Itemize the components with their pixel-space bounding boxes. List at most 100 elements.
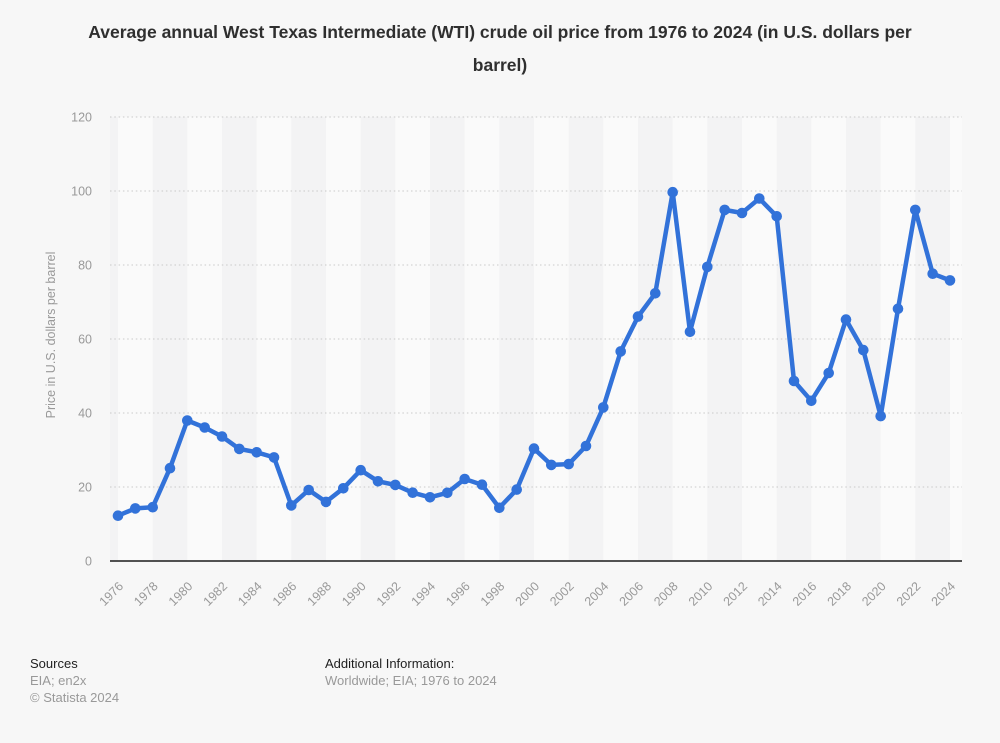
data-point-marker[interactable] <box>788 375 800 387</box>
data-point-marker[interactable] <box>858 344 869 356</box>
data-point-marker[interactable] <box>424 492 436 503</box>
data-point-marker[interactable] <box>182 415 193 426</box>
x-axis-tick-label: 2002 <box>547 579 577 609</box>
band <box>534 117 569 561</box>
band <box>110 117 118 561</box>
x-axis-tick-label: 2018 <box>825 579 855 609</box>
y-axis-tick-label: 0 <box>85 555 92 569</box>
sources-block: Sources EIA; en2x © Statista 2024 <box>30 655 119 706</box>
data-point-marker[interactable] <box>147 501 158 513</box>
x-axis-tick-label: 1996 <box>443 579 473 609</box>
data-point-marker[interactable] <box>754 193 765 204</box>
y-axis-tick-label: 120 <box>71 111 92 125</box>
x-axis-tick-label: 1980 <box>166 579 196 609</box>
x-axis-tick-label: 2020 <box>859 579 889 609</box>
y-axis-title: Price in U.S. dollars per barrel <box>44 252 58 419</box>
y-axis-tick-labels: 0 20 40 60 80 100 120 <box>71 111 92 569</box>
data-point-marker[interactable] <box>303 484 315 496</box>
x-axis-tick-label: 2014 <box>755 579 785 609</box>
data-point-marker[interactable] <box>684 326 696 338</box>
y-axis-tick-label: 100 <box>71 185 92 199</box>
band <box>950 117 962 561</box>
x-axis-tick-label: 2006 <box>617 579 647 609</box>
data-point-marker[interactable] <box>719 204 730 216</box>
data-point-marker[interactable] <box>598 402 609 413</box>
x-axis-tick-label: 2000 <box>513 579 543 609</box>
x-axis-tick-label: 2004 <box>582 579 612 609</box>
x-axis-tick-label: 2012 <box>721 579 751 609</box>
data-point-marker[interactable] <box>476 479 488 491</box>
y-axis-tick-label: 40 <box>78 407 92 421</box>
data-point-marker[interactable] <box>927 268 938 279</box>
data-point-marker[interactable] <box>736 207 748 219</box>
data-point-marker[interactable] <box>286 500 297 511</box>
data-point-marker[interactable] <box>615 346 626 357</box>
data-point-marker[interactable] <box>459 473 471 485</box>
x-axis-tick-label: 1992 <box>374 579 404 609</box>
y-axis-tick-label: 20 <box>78 481 92 495</box>
data-point-marker[interactable] <box>580 440 592 452</box>
data-point-marker[interactable] <box>164 462 176 474</box>
data-point-marker[interactable] <box>546 459 557 471</box>
x-axis-tick-label: 2008 <box>651 579 681 609</box>
data-point-marker[interactable] <box>840 314 852 325</box>
data-point-marker[interactable] <box>511 484 522 495</box>
chart-title: Average annual West Texas Intermediate (… <box>88 22 912 75</box>
data-point-marker[interactable] <box>407 487 419 499</box>
additional-info-label: Additional Information: <box>325 656 455 671</box>
x-axis-tick-label: 2022 <box>894 579 924 609</box>
data-point-marker[interactable] <box>650 288 661 299</box>
data-point-marker[interactable] <box>199 422 210 433</box>
data-point-marker[interactable] <box>251 447 262 458</box>
x-axis-tick-label: 2010 <box>686 579 716 609</box>
data-point-marker[interactable] <box>234 443 245 455</box>
x-axis-tick-label: 1998 <box>478 579 508 609</box>
data-point-marker[interactable] <box>910 204 921 216</box>
x-axis-tick-label: 1984 <box>235 579 265 609</box>
additional-info-block: Additional Information: Worldwide; EIA; … <box>325 655 497 689</box>
data-point-marker[interactable] <box>806 395 817 407</box>
data-point-marker[interactable] <box>338 483 349 494</box>
data-point-marker[interactable] <box>563 458 574 470</box>
data-point-marker[interactable] <box>494 502 505 514</box>
data-point-markers <box>112 186 956 521</box>
data-point-marker[interactable] <box>528 443 540 454</box>
data-point-marker[interactable] <box>944 275 956 286</box>
x-axis-tick-labels: 1976 1978 1980 1982 1984 1986 1988 1990 1992 1994… <box>97 579 959 609</box>
data-point-marker[interactable] <box>892 303 904 315</box>
sources-label: Sources <box>30 656 78 671</box>
data-point-marker[interactable] <box>130 503 141 514</box>
data-point-marker[interactable] <box>390 479 401 491</box>
data-point-marker[interactable] <box>702 261 713 273</box>
y-axis-tick-label: 60 <box>78 333 92 347</box>
x-axis-tick-label: 1982 <box>201 579 231 609</box>
x-axis-tick-label: 2024 <box>929 579 959 609</box>
data-point-marker[interactable] <box>875 410 886 422</box>
x-axis-tick-label: 1976 <box>97 579 127 609</box>
data-point-marker[interactable] <box>320 496 332 508</box>
data-point-marker[interactable] <box>216 431 228 442</box>
x-axis-tick-label: 1988 <box>305 579 335 609</box>
additional-info-value: Worldwide; EIA; 1976 to 2024 <box>325 673 497 688</box>
data-point-marker[interactable] <box>632 311 644 322</box>
band <box>603 117 638 561</box>
data-point-marker[interactable] <box>667 186 678 198</box>
band <box>568 117 604 561</box>
data-point-marker[interactable] <box>112 510 124 521</box>
data-point-marker[interactable] <box>355 464 367 476</box>
gridlines <box>110 116 962 488</box>
data-point-marker[interactable] <box>442 487 453 499</box>
x-axis-tick-label: 2016 <box>790 579 820 609</box>
data-point-marker[interactable] <box>823 367 834 379</box>
data-point-marker[interactable] <box>372 476 384 487</box>
wti-price-chart: 0 20 40 60 80 100 120 Price in U.S. dollars per… <box>44 111 962 609</box>
x-axis-tick-label: 1990 <box>339 579 369 609</box>
x-axis-tick-label: 1994 <box>409 579 439 609</box>
data-point-marker[interactable] <box>268 452 280 463</box>
data-point-marker[interactable] <box>771 211 782 222</box>
y-axis-tick-label: 80 <box>78 259 92 273</box>
statista-copyright: © Statista 2024 <box>30 690 120 705</box>
sources-value: EIA; en2x <box>30 673 87 688</box>
x-axis-tick-label: 1978 <box>131 579 161 609</box>
x-axis-tick-label: 1986 <box>270 579 300 609</box>
